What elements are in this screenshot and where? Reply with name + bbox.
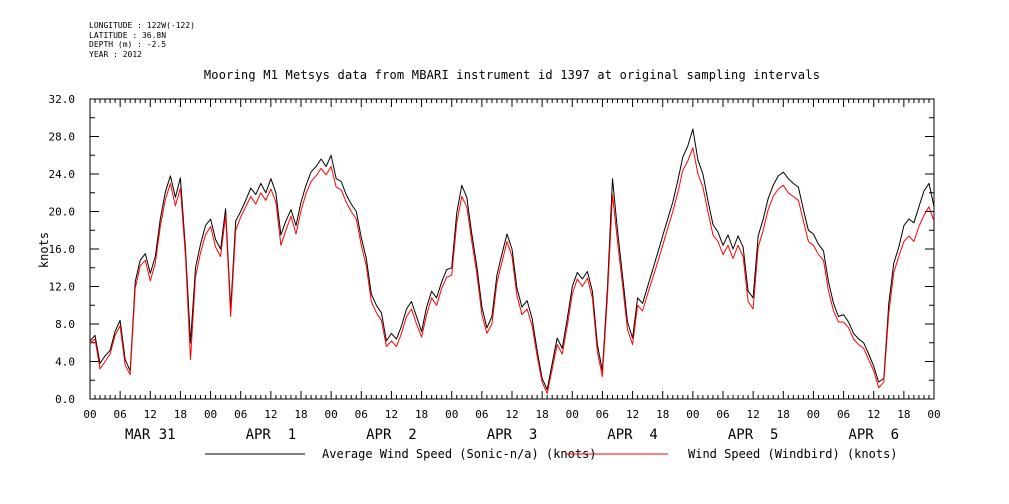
x-tick-label: 00 (686, 408, 699, 421)
x-tick-label: 18 (656, 408, 669, 421)
x-tick-label: 00 (445, 408, 458, 421)
longitude-label: LONGITUDE : 122W(-122) (89, 21, 195, 30)
x-tick-label: 12 (747, 408, 760, 421)
series-lines (89, 128, 935, 394)
x-tick-label: 12 (505, 408, 518, 421)
x-tick-label: 06 (114, 408, 127, 421)
x-tick-label: 00 (204, 408, 217, 421)
x-tick-label: 06 (596, 408, 609, 421)
x-tick-label: 06 (716, 408, 729, 421)
x-day-label: APR 6 (848, 427, 899, 443)
axis-ticks (89, 98, 935, 400)
y-tick-label: 12.0 (49, 281, 76, 294)
y-tick-labels: 0.0 4.0 8.0 12.0 16.0 20.0 24.0 28.0 32.0 (49, 93, 76, 406)
y-tick-label: 20.0 (49, 206, 76, 219)
chart-title: Mooring M1 Metsys data from MBARI instru… (203, 68, 821, 82)
x-tick-label: 06 (837, 408, 850, 421)
x-hour-tick-labels: 00 06 12 18 00 06 12 18 00 06 12 18 00 06 12 18 00 06 12 18… (83, 408, 940, 421)
x-day-label: APR 4 (607, 427, 658, 443)
x-day-label: APR 2 (366, 427, 417, 443)
metadata-block: LONGITUDE : 122W(-122) LATITUDE : 36.8N … (89, 21, 195, 59)
x-tick-label: 18 (294, 408, 307, 421)
x-tick-label: 18 (536, 408, 549, 421)
x-tick-label: 12 (626, 408, 639, 421)
x-tick-label: 06 (355, 408, 368, 421)
x-tick-label: 12 (867, 408, 880, 421)
depth-label: DEPTH (m) : -2.5 (89, 40, 167, 49)
latitude-label: LATITUDE : 36.8N (89, 30, 167, 40)
y-tick-label: 28.0 (49, 131, 76, 144)
y-tick-label: 8.0 (55, 318, 75, 331)
x-tick-label: 12 (385, 408, 398, 421)
y-axis-label: knots (37, 232, 51, 268)
y-tick-label: 16.0 (49, 243, 76, 256)
x-tick-label: 00 (927, 408, 940, 421)
x-tick-label: 12 (144, 408, 157, 421)
x-tick-label: 00 (325, 408, 338, 421)
x-tick-label: 12 (264, 408, 277, 421)
legend-label-average: Average Wind Speed (Sonic-n/a) (knots) (322, 447, 597, 461)
x-day-label: MAR 31 (125, 427, 176, 443)
year-label: YEAR : 2012 (89, 49, 142, 59)
x-tick-label: 18 (777, 408, 790, 421)
x-tick-label: 06 (234, 408, 247, 421)
x-tick-label: 06 (475, 408, 488, 421)
y-tick-label: 0.0 (55, 393, 75, 406)
x-tick-label: 00 (566, 408, 579, 421)
y-tick-label: 32.0 (49, 93, 76, 106)
x-day-label: APR 5 (728, 427, 779, 443)
x-tick-label: 18 (897, 408, 910, 421)
x-day-label: APR 3 (487, 427, 538, 443)
legend: Average Wind Speed (Sonic-n/a) (knots) W… (205, 447, 898, 461)
y-tick-label: 24.0 (49, 168, 76, 181)
x-tick-label: 00 (83, 408, 96, 421)
x-day-labels: MAR 31 APR 1 APR 2 APR 3 APR 4 APR 5 APR 6 (125, 427, 899, 443)
x-tick-label: 00 (807, 408, 820, 421)
x-tick-label: 18 (174, 408, 187, 421)
legend-label-windbird: Wind Speed (Windbird) (knots) (688, 447, 898, 461)
y-tick-label: 4.0 (55, 356, 75, 369)
x-day-label: APR 1 (246, 427, 297, 443)
x-tick-label: 18 (415, 408, 428, 421)
series-line-windbird-wind-speed (89, 147, 935, 394)
